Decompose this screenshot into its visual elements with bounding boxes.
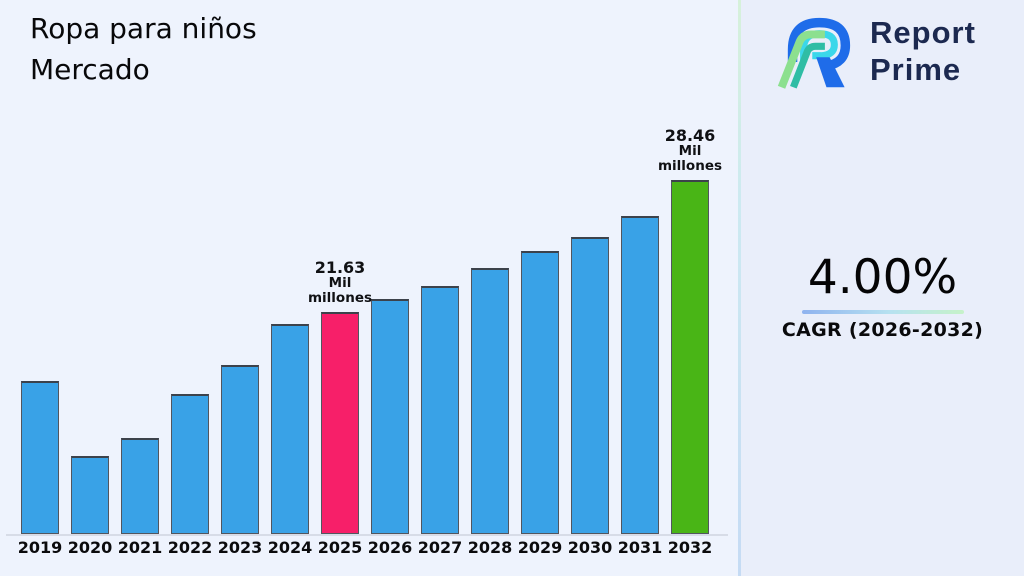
brand-name-prime: Prime (870, 52, 962, 87)
info-panel: Report Prime 4.00% CAGR (2026-2032) (741, 0, 1024, 576)
bar-2032 (671, 180, 709, 534)
x-tick-2020: 2020 (67, 538, 113, 557)
cagr-underline (801, 310, 964, 314)
x-tick-2024: 2024 (267, 538, 313, 557)
x-tick-2025: 2025 (317, 538, 363, 557)
report-prime-logo: Report Prime (777, 10, 976, 92)
bar-annotation-2025: 21.63 Mil millones (307, 258, 373, 306)
chart-title-line1: Ropa para niños (30, 12, 257, 45)
report-prime-icon (777, 17, 851, 89)
panel-divider (738, 0, 741, 576)
bar-2023 (221, 365, 259, 534)
x-axis-line (6, 534, 728, 536)
bar-2024 (271, 324, 309, 534)
plot-area: 21.63 Mil millones 28.46 Mil millones (0, 127, 738, 536)
bar-2019 (21, 381, 59, 534)
x-tick-2026: 2026 (367, 538, 413, 557)
chart-title: Ropa para niños Mercado (30, 8, 257, 90)
x-tick-2022: 2022 (167, 538, 213, 557)
x-tick-2021: 2021 (117, 538, 163, 557)
x-tick-2027: 2027 (417, 538, 463, 557)
cagr-label: CAGR (2026-2032) (781, 319, 984, 341)
bar-2022 (171, 394, 209, 534)
bar-2029 (521, 251, 559, 534)
x-tick-2028: 2028 (467, 538, 513, 557)
brand-name-report: Report (870, 15, 976, 50)
bar-2021 (121, 438, 159, 534)
bar-2031 (621, 216, 659, 534)
x-tick-2030: 2030 (567, 538, 613, 557)
bar-2026 (371, 299, 409, 534)
x-tick-2032: 2032 (667, 538, 713, 557)
cagr-value: 4.00% (807, 250, 958, 305)
bar-2030 (571, 237, 609, 534)
cagr-block: 4.00% CAGR (2026-2032) (741, 250, 1024, 342)
bar-2028 (471, 268, 509, 534)
bar-2025 (321, 312, 359, 534)
x-tick-2029: 2029 (517, 538, 563, 557)
x-tick-2019: 2019 (17, 538, 63, 557)
bar-annotation-2032: 28.46 Mil millones (657, 126, 723, 174)
x-tick-2031: 2031 (617, 538, 663, 557)
chart-panel: Ropa para niños Mercado 21.63 Mil millones… (0, 8, 738, 557)
x-tick-2023: 2023 (217, 538, 263, 557)
brand-name: Report Prime (870, 14, 976, 88)
chart-title-line2: Mercado (30, 53, 150, 86)
bar-2027 (421, 286, 459, 534)
bar-2020 (71, 456, 109, 534)
